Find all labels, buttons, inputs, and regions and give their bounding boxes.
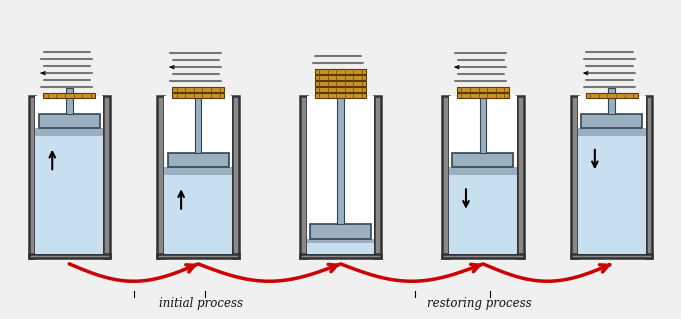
Bar	[571, 96, 578, 257]
Bar	[452, 153, 513, 167]
Bar	[517, 96, 524, 257]
Bar	[29, 254, 110, 257]
Bar	[39, 114, 99, 128]
Bar	[300, 254, 381, 257]
Bar	[164, 167, 232, 254]
Bar	[300, 96, 306, 257]
Bar	[306, 96, 375, 254]
Bar	[35, 96, 103, 254]
Bar	[315, 81, 366, 86]
Bar	[442, 96, 449, 257]
Bar	[375, 96, 381, 257]
Bar	[172, 87, 224, 92]
Bar	[479, 88, 486, 153]
Bar	[571, 254, 652, 257]
Bar	[449, 167, 517, 175]
Text: restoring process: restoring process	[427, 297, 532, 310]
Bar	[35, 128, 103, 136]
Bar	[457, 93, 509, 98]
Bar	[306, 239, 375, 254]
Bar	[449, 96, 517, 254]
Bar	[35, 128, 103, 254]
Bar	[578, 128, 646, 254]
Bar	[582, 114, 642, 128]
Bar	[315, 75, 366, 80]
Bar	[457, 87, 509, 92]
Bar	[315, 87, 366, 92]
Bar	[310, 224, 371, 239]
Bar	[66, 88, 73, 114]
Bar	[164, 167, 232, 175]
Bar	[172, 93, 224, 98]
Bar	[315, 93, 366, 98]
Bar	[578, 96, 646, 254]
Bar	[168, 153, 229, 167]
Bar	[315, 69, 366, 74]
Text: initial process: initial process	[159, 297, 244, 310]
Bar	[337, 88, 344, 224]
Bar	[449, 167, 517, 254]
Bar	[103, 96, 110, 257]
Bar	[442, 254, 524, 257]
Bar	[157, 254, 239, 257]
Bar	[578, 128, 646, 136]
Bar	[195, 88, 202, 153]
Bar	[608, 88, 615, 114]
Bar	[157, 96, 164, 257]
Bar	[306, 239, 375, 243]
Bar	[232, 96, 239, 257]
Bar	[646, 96, 652, 257]
Bar	[164, 96, 232, 254]
Bar	[29, 96, 35, 257]
Bar	[44, 93, 95, 98]
Bar	[586, 93, 637, 98]
